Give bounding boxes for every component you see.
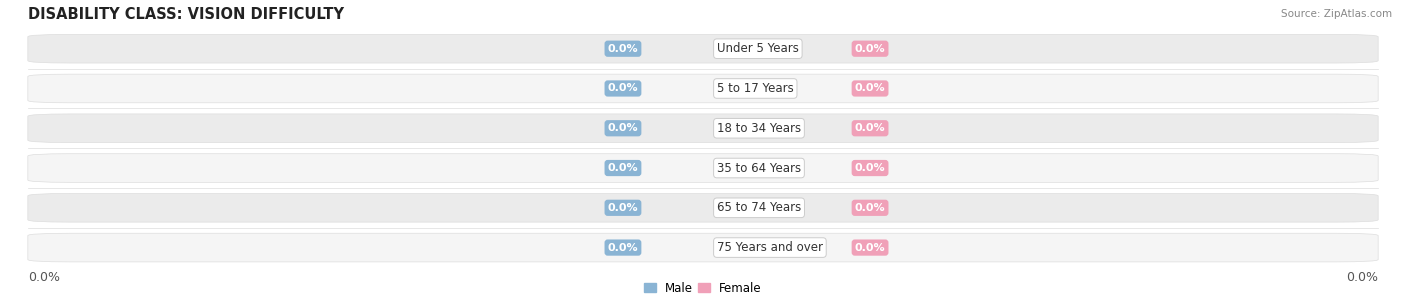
FancyBboxPatch shape [28,193,1378,222]
FancyBboxPatch shape [28,233,1378,262]
Text: 75 Years and over: 75 Years and over [717,241,823,254]
Text: 0.0%: 0.0% [855,84,886,93]
Text: 0.0%: 0.0% [607,242,638,253]
Text: 18 to 34 Years: 18 to 34 Years [717,122,801,135]
Text: Under 5 Years: Under 5 Years [717,42,799,55]
Text: 5 to 17 Years: 5 to 17 Years [717,82,793,95]
Text: 0.0%: 0.0% [607,44,638,54]
Text: Source: ZipAtlas.com: Source: ZipAtlas.com [1281,9,1392,19]
Text: 0.0%: 0.0% [855,123,886,133]
Legend: Male, Female: Male, Female [640,277,766,299]
Text: 0.0%: 0.0% [855,242,886,253]
Text: 0.0%: 0.0% [28,271,60,284]
Text: 0.0%: 0.0% [607,84,638,93]
FancyBboxPatch shape [28,34,1378,63]
Text: 0.0%: 0.0% [855,44,886,54]
Text: 0.0%: 0.0% [855,203,886,213]
Text: 0.0%: 0.0% [607,123,638,133]
FancyBboxPatch shape [28,74,1378,103]
Text: 65 to 74 Years: 65 to 74 Years [717,201,801,214]
Text: DISABILITY CLASS: VISION DIFFICULTY: DISABILITY CLASS: VISION DIFFICULTY [28,7,344,22]
Text: 0.0%: 0.0% [855,163,886,173]
Text: 0.0%: 0.0% [1346,271,1378,284]
FancyBboxPatch shape [28,114,1378,142]
Text: 35 to 64 Years: 35 to 64 Years [717,162,801,174]
Text: 0.0%: 0.0% [607,163,638,173]
Text: 0.0%: 0.0% [607,203,638,213]
FancyBboxPatch shape [28,154,1378,182]
